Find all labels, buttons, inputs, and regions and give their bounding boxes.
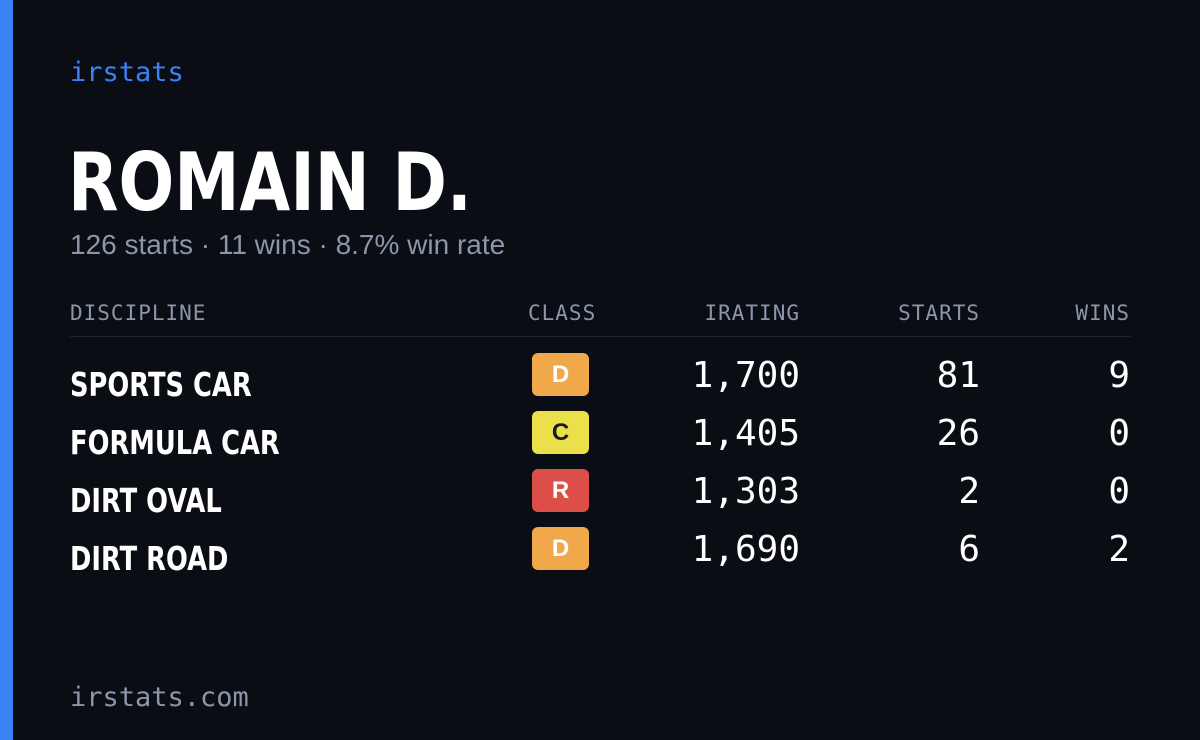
wins-value: 0 bbox=[1108, 413, 1130, 454]
starts-value: 81 bbox=[936, 355, 980, 396]
starts-value: 2 bbox=[958, 471, 980, 512]
irating-value: 1,303 bbox=[691, 471, 800, 512]
brand-logo-text: irstats bbox=[70, 57, 184, 88]
class-badge: D bbox=[532, 527, 589, 570]
table-row: FORMULA CAR C 1,405 26 0 bbox=[70, 411, 1131, 469]
class-badge: D bbox=[532, 353, 589, 396]
discipline-name: FORMULA CAR bbox=[70, 423, 280, 462]
header-discipline: DISCIPLINE bbox=[70, 301, 207, 325]
starts-value: 6 bbox=[958, 529, 980, 570]
table-row: DIRT ROAD D 1,690 6 2 bbox=[70, 527, 1131, 585]
discipline-name: SPORTS CAR bbox=[70, 365, 252, 404]
class-badge: C bbox=[532, 411, 589, 454]
wins-value: 0 bbox=[1108, 471, 1130, 512]
wins-value: 2 bbox=[1108, 529, 1130, 570]
footer-site-link: irstats.com bbox=[70, 682, 249, 713]
header-class: CLASS bbox=[528, 301, 597, 325]
discipline-name: DIRT ROAD bbox=[70, 539, 229, 578]
table-row: DIRT OVAL R 1,303 2 0 bbox=[70, 469, 1131, 527]
table-row: SPORTS CAR D 1,700 81 9 bbox=[70, 353, 1131, 411]
player-name: ROMAIN D. bbox=[68, 136, 472, 229]
player-summary: 126 starts · 11 wins · 8.7% win rate bbox=[70, 229, 506, 260]
header-starts: STARTS bbox=[898, 301, 980, 325]
wins-value: 9 bbox=[1108, 355, 1130, 396]
starts-value: 26 bbox=[936, 413, 980, 454]
table-body: SPORTS CAR D 1,700 81 9 FORMULA CAR C 1,… bbox=[70, 353, 1131, 585]
discipline-name: DIRT OVAL bbox=[70, 481, 222, 520]
irating-value: 1,700 bbox=[691, 355, 800, 396]
accent-bar bbox=[0, 0, 13, 740]
header-irating: IRATING bbox=[704, 301, 800, 325]
license-table: DISCIPLINE CLASS IRATING STARTS WINS SPO… bbox=[70, 296, 1131, 585]
table-header-row: DISCIPLINE CLASS IRATING STARTS WINS bbox=[70, 296, 1131, 337]
header-wins: WINS bbox=[1075, 301, 1130, 325]
class-badge: R bbox=[532, 469, 589, 512]
irating-value: 1,690 bbox=[691, 529, 800, 570]
irating-value: 1,405 bbox=[691, 413, 800, 454]
